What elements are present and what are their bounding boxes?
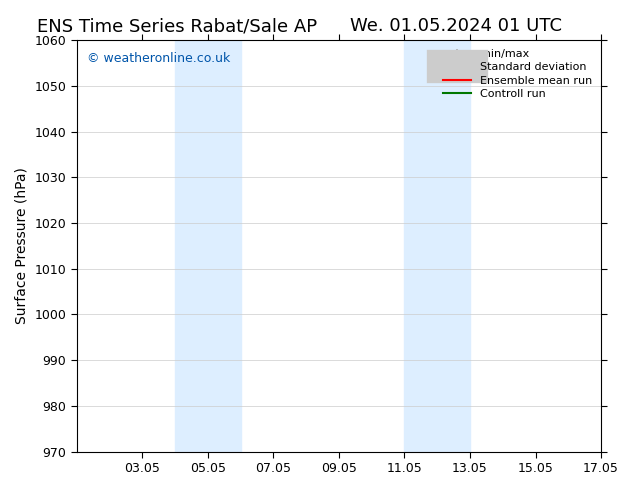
Legend: min/max, Standard deviation, Ensemble mean run, Controll run: min/max, Standard deviation, Ensemble me… [440, 46, 595, 102]
Y-axis label: Surface Pressure (hPa): Surface Pressure (hPa) [15, 168, 29, 324]
Bar [404, 40, 470, 452]
Text: © weatheronline.co.uk: © weatheronline.co.uk [87, 52, 231, 66]
Text: We. 01.05.2024 01 UTC: We. 01.05.2024 01 UTC [351, 17, 562, 35]
Text: ENS Time Series Rabat/Sale AP: ENS Time Series Rabat/Sale AP [37, 17, 318, 35]
Bar [175, 40, 241, 452]
